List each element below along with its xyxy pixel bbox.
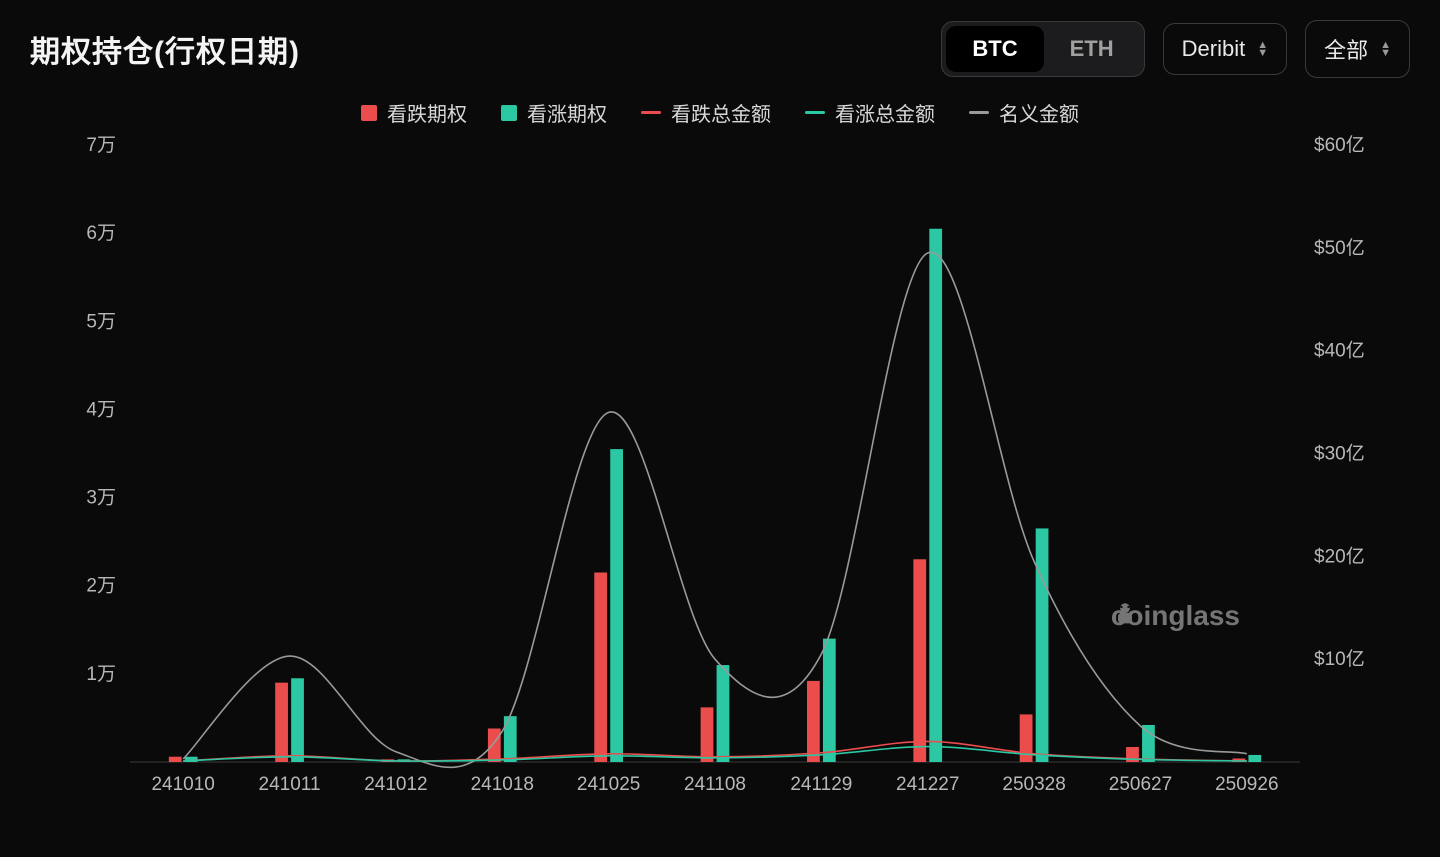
svg-text:$40亿: $40亿 (1314, 340, 1365, 362)
legend-label: 看涨期权 (527, 98, 607, 127)
svg-text:241018: 241018 (471, 774, 534, 795)
svg-text:3万: 3万 (86, 488, 116, 509)
svg-text:250926: 250926 (1215, 774, 1278, 795)
svg-text:241010: 241010 (151, 774, 214, 795)
svg-text:2万: 2万 (86, 576, 116, 597)
watermark: coinglass (1111, 600, 1240, 632)
svg-text:241012: 241012 (364, 774, 427, 795)
range-dropdown[interactable]: 全部 ▲▼ (1305, 20, 1410, 78)
bar-put (701, 707, 714, 762)
legend-swatch (501, 105, 517, 121)
legend-label: 看跌期权 (387, 98, 467, 127)
legend-swatch (969, 111, 989, 114)
legend-swatch (641, 111, 661, 114)
exchange-dropdown-label: Deribit (1182, 36, 1246, 62)
asset-toggle: BTC ETH (941, 21, 1144, 77)
bar-put (169, 757, 182, 762)
legend-item[interactable]: 看跌期权 (361, 98, 467, 127)
svg-text:4万: 4万 (86, 399, 116, 420)
chevron-updown-icon: ▲▼ (1257, 41, 1268, 57)
legend-item[interactable]: 看涨期权 (501, 98, 607, 127)
legend-swatch (805, 111, 825, 114)
svg-text:241011: 241011 (259, 774, 321, 795)
chart-legend: 看跌期权 看涨期权 看跌总金额 看涨总金额 名义金额 (30, 98, 1410, 127)
svg-text:$60亿: $60亿 (1314, 135, 1365, 156)
bar-put (275, 683, 288, 762)
bar-put (488, 729, 501, 762)
chevron-updown-icon: ▲▼ (1380, 41, 1391, 57)
bar-call (1036, 528, 1049, 762)
svg-text:$30亿: $30亿 (1314, 443, 1365, 465)
svg-text:241025: 241025 (577, 774, 640, 795)
legend-item[interactable]: 看涨总金额 (805, 98, 935, 127)
bar-call (929, 229, 942, 762)
range-dropdown-label: 全部 (1324, 33, 1368, 65)
bar-put (594, 572, 607, 762)
bar-put (913, 559, 926, 762)
header: 期权持仓(行权日期) BTC ETH Deribit ▲▼ 全部 ▲▼ (30, 20, 1410, 78)
chart-panel: 期权持仓(行权日期) BTC ETH Deribit ▲▼ 全部 ▲▼ 看跌期权… (0, 0, 1440, 857)
bar-call (504, 716, 517, 762)
line-call-total (183, 747, 1247, 762)
legend-label: 看跌总金额 (671, 98, 771, 127)
svg-text:$10亿: $10亿 (1314, 648, 1365, 670)
bar-call (1142, 725, 1155, 762)
svg-text:$20亿: $20亿 (1314, 545, 1365, 567)
svg-text:250627: 250627 (1109, 774, 1172, 795)
chart-svg: 1万 2万 3万 4万 5万 6万 7万 $10亿 $20亿 $30亿 $40亿 $50亿 $60亿 24… (30, 135, 1410, 812)
bar-call (717, 665, 730, 762)
coinglass-icon (1111, 600, 1139, 628)
page-title: 期权持仓(行权日期) (30, 27, 300, 71)
toggle-eth[interactable]: ETH (1044, 26, 1140, 72)
bar-put (807, 681, 820, 762)
bar-call (823, 639, 836, 762)
bar-call (610, 449, 623, 762)
svg-text:7万: 7万 (86, 135, 116, 156)
toggle-btc[interactable]: BTC (946, 26, 1043, 72)
legend-label: 名义金额 (999, 98, 1079, 127)
legend-item[interactable]: 看跌总金额 (641, 98, 771, 127)
svg-text:250328: 250328 (1002, 774, 1065, 795)
legend-swatch (361, 105, 377, 121)
svg-text:241227: 241227 (896, 774, 959, 795)
svg-text:5万: 5万 (86, 311, 116, 332)
svg-text:241129: 241129 (790, 774, 852, 795)
chart-area: 1万 2万 3万 4万 5万 6万 7万 $10亿 $20亿 $30亿 $40亿 $50亿 $60亿 24… (30, 135, 1410, 812)
line-notional (183, 252, 1247, 767)
bar-call (291, 678, 304, 762)
svg-text:6万: 6万 (86, 223, 116, 244)
legend-label: 看涨总金额 (835, 98, 935, 127)
controls: BTC ETH Deribit ▲▼ 全部 ▲▼ (941, 20, 1410, 78)
bar-call (1248, 755, 1261, 762)
svg-text:241108: 241108 (684, 774, 746, 795)
svg-text:$50亿: $50亿 (1314, 237, 1365, 259)
legend-item[interactable]: 名义金额 (969, 98, 1079, 127)
svg-text:1万: 1万 (86, 664, 116, 685)
exchange-dropdown[interactable]: Deribit ▲▼ (1163, 23, 1287, 75)
